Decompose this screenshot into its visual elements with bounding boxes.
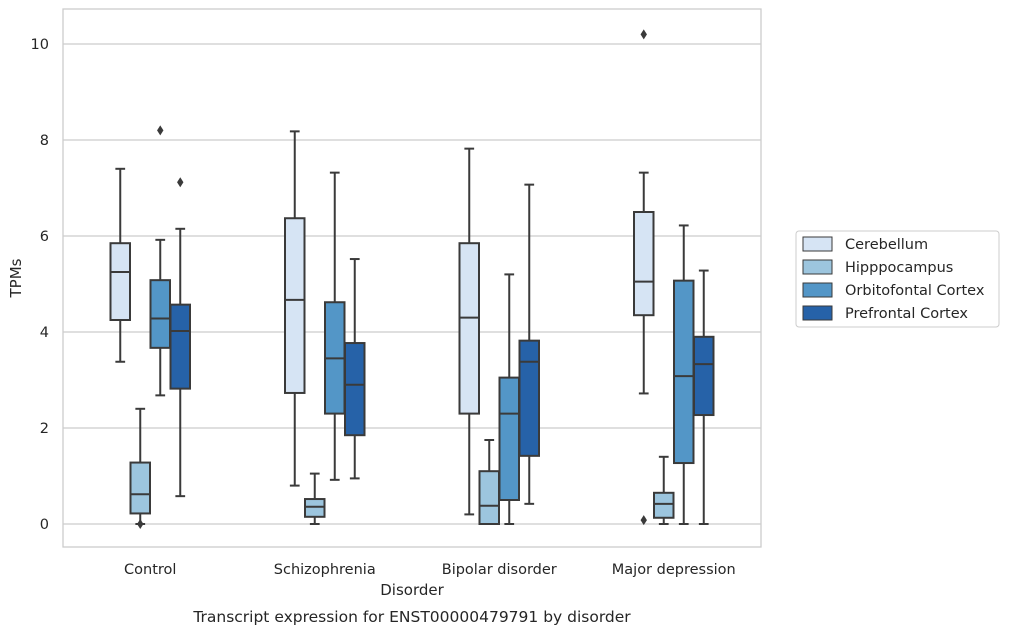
box-body xyxy=(478,470,500,526)
y-tick-label: 2 xyxy=(40,421,49,437)
box-body xyxy=(498,376,520,502)
box xyxy=(169,177,191,498)
y-tick-label: 10 xyxy=(31,37,49,53)
box-body xyxy=(304,498,326,518)
box-body xyxy=(673,279,695,465)
x-tick-label: Control xyxy=(124,562,176,578)
x-tick-label: Schizophrenia xyxy=(274,562,376,578)
legend-swatch xyxy=(802,282,833,298)
outlier-point xyxy=(137,519,144,529)
legend-frame xyxy=(795,230,1000,328)
box xyxy=(129,407,151,529)
y-axis-label: TPMs xyxy=(7,258,25,298)
y-tick-label: 4 xyxy=(40,325,49,341)
box xyxy=(284,130,306,487)
box xyxy=(653,455,675,525)
x-tick-label: Bipolar disorder xyxy=(442,562,557,578)
y-tick-label: 6 xyxy=(40,229,49,245)
legend: Cerebellum Hipppocampus Orbitofontal Corte… xyxy=(795,230,1000,328)
box xyxy=(673,224,695,525)
box-body xyxy=(149,279,171,349)
box-body xyxy=(169,303,191,390)
box-body xyxy=(633,211,655,317)
legend-label: Cerebellum xyxy=(845,237,928,253)
box-body xyxy=(518,339,540,457)
y-ticks: 0 2 4 6 8 10 xyxy=(31,37,49,533)
box xyxy=(693,269,715,525)
box-body xyxy=(693,335,715,417)
legend-swatch xyxy=(802,305,833,321)
outlier-point xyxy=(640,515,647,526)
plot-area xyxy=(62,8,762,548)
legend-label: Prefrontal Cortex xyxy=(845,306,968,322)
box-body xyxy=(344,342,366,437)
outlier-point xyxy=(640,29,647,40)
x-tick-label: Major depression xyxy=(612,562,736,578)
box xyxy=(304,472,326,525)
outlier-point xyxy=(157,125,164,136)
x-axis-label: Disorder xyxy=(380,581,444,599)
boxes xyxy=(109,29,715,529)
box-body xyxy=(458,242,480,415)
legend-label: Orbitofontal Cortex xyxy=(845,283,985,299)
legend-swatch xyxy=(802,236,833,252)
figure-caption: Transcript expression for ENST0000047979… xyxy=(192,608,631,626)
box-body xyxy=(284,217,306,394)
box-body xyxy=(109,242,131,321)
legend-label: Hipppocampus xyxy=(845,260,953,276)
box xyxy=(149,125,171,397)
box-body xyxy=(129,461,151,515)
y-tick-label: 8 xyxy=(40,133,49,149)
box xyxy=(458,147,480,516)
legend-swatch xyxy=(802,259,833,275)
box xyxy=(633,29,655,526)
box xyxy=(344,258,366,480)
box-body xyxy=(653,491,675,519)
y-tick-label: 0 xyxy=(40,517,49,533)
x-ticks: Control Schizophrenia Bipolar disorder Majo… xyxy=(124,562,736,578)
outlier-point xyxy=(177,177,184,188)
box xyxy=(518,183,540,505)
box xyxy=(109,167,131,363)
